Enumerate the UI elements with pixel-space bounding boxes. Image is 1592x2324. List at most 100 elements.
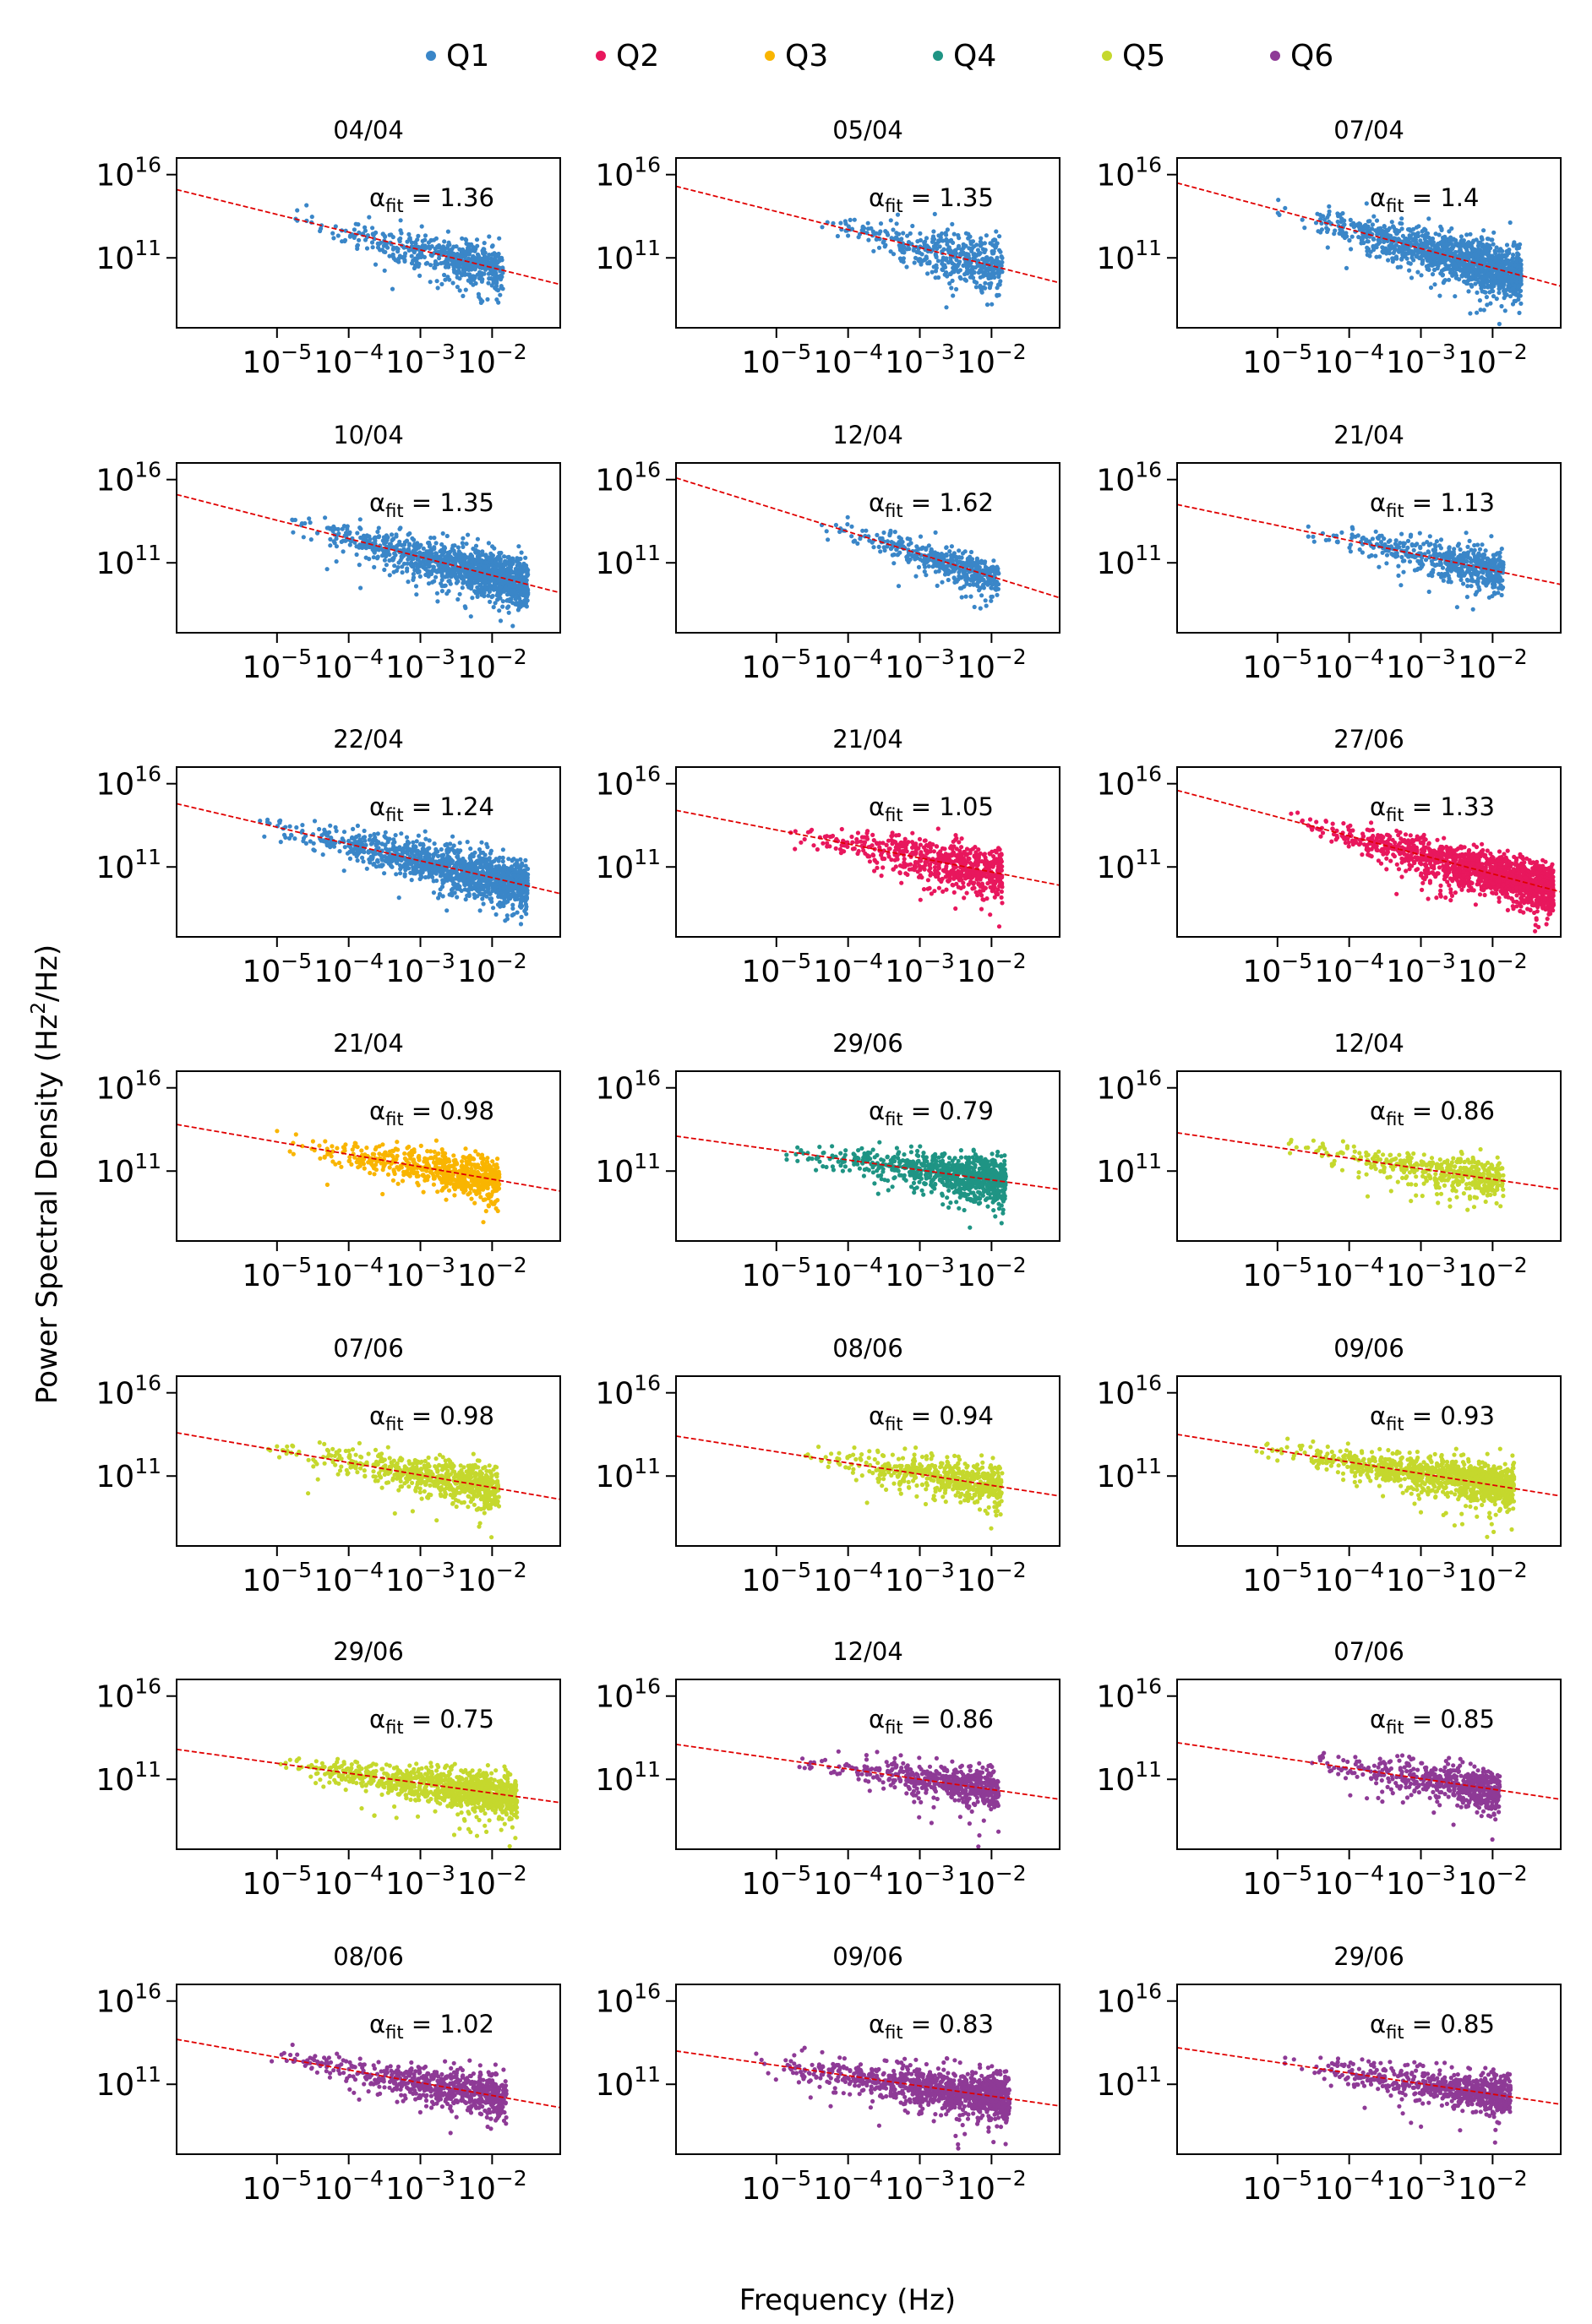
data-point xyxy=(466,563,471,568)
data-point xyxy=(825,529,829,533)
x-tick-exp: −2 xyxy=(496,340,527,364)
data-point xyxy=(1497,558,1501,562)
data-point xyxy=(412,250,417,254)
data-point xyxy=(1401,570,1405,574)
alpha-symbol: α xyxy=(1370,488,1386,517)
data-point xyxy=(480,277,484,281)
data-point xyxy=(1440,239,1444,243)
data-point xyxy=(458,592,462,596)
data-point xyxy=(442,584,446,588)
data-point xyxy=(1399,248,1404,252)
data-point xyxy=(849,534,853,538)
data-point xyxy=(960,556,964,560)
data-point xyxy=(517,606,521,610)
data-point xyxy=(1398,221,1402,226)
data-point xyxy=(1387,249,1391,253)
data-point xyxy=(935,584,940,588)
data-point xyxy=(1497,284,1501,288)
legend-marker xyxy=(1270,51,1280,61)
data-point xyxy=(416,234,420,238)
data-point xyxy=(433,575,438,580)
data-point xyxy=(430,244,434,248)
data-point xyxy=(470,558,474,563)
data-point xyxy=(1468,556,1472,560)
data-point xyxy=(526,568,530,572)
data-point xyxy=(377,534,381,538)
data-point xyxy=(886,233,890,237)
data-point xyxy=(523,590,527,594)
data-point xyxy=(475,259,479,263)
data-point xyxy=(357,238,361,242)
data-point xyxy=(927,564,931,569)
data-point xyxy=(383,558,387,563)
data-point xyxy=(1406,539,1410,543)
y-tick-exp: 16 xyxy=(134,458,161,482)
data-point xyxy=(873,231,877,236)
data-point xyxy=(482,576,486,580)
data-point xyxy=(1445,568,1449,572)
data-point xyxy=(1318,230,1322,234)
data-point xyxy=(291,531,295,535)
data-point xyxy=(295,208,299,212)
data-point xyxy=(1361,536,1366,540)
data-point xyxy=(960,595,964,599)
data-point xyxy=(942,248,946,252)
data-point xyxy=(1490,576,1494,580)
data-point xyxy=(1385,553,1389,558)
data-point xyxy=(915,556,919,560)
data-point xyxy=(875,533,879,537)
data-point xyxy=(995,567,1000,571)
data-point xyxy=(1414,232,1418,237)
data-point xyxy=(940,231,944,236)
data-point xyxy=(877,246,881,250)
data-point xyxy=(923,565,927,569)
data-point xyxy=(1476,585,1480,589)
data-point xyxy=(416,256,420,260)
data-point xyxy=(1360,550,1365,554)
data-point xyxy=(952,569,957,574)
data-point xyxy=(1428,534,1432,538)
data-point xyxy=(415,564,419,569)
data-point xyxy=(1396,564,1400,569)
data-point xyxy=(1394,538,1398,542)
legend-marker xyxy=(426,51,436,61)
alpha-value: = 1.36 xyxy=(404,183,494,212)
x-tick-base: 10 xyxy=(885,650,924,685)
data-point xyxy=(1476,580,1480,584)
data-point xyxy=(952,232,957,237)
data-point xyxy=(466,585,471,590)
data-point xyxy=(440,572,444,576)
data-point xyxy=(923,242,927,247)
data-point xyxy=(1491,553,1496,558)
data-point xyxy=(1431,237,1435,241)
data-point xyxy=(965,254,969,259)
y-tick-exp: 16 xyxy=(1135,153,1162,177)
data-point xyxy=(930,552,934,556)
data-point xyxy=(989,585,993,590)
data-point xyxy=(989,599,993,603)
data-point xyxy=(475,237,479,242)
data-point xyxy=(517,583,521,587)
data-point xyxy=(957,236,961,240)
data-point xyxy=(510,623,515,628)
data-point xyxy=(966,557,970,561)
data-point xyxy=(442,239,446,243)
data-point xyxy=(1398,264,1403,269)
data-point xyxy=(1347,546,1351,550)
data-point xyxy=(990,578,995,582)
data-point xyxy=(419,245,423,249)
data-point xyxy=(1436,242,1440,246)
data-point xyxy=(504,598,509,602)
data-point xyxy=(1495,297,1499,301)
data-point xyxy=(410,558,414,562)
data-point xyxy=(923,569,927,574)
data-point xyxy=(440,589,444,593)
data-point xyxy=(1441,566,1445,570)
data-point xyxy=(963,578,968,582)
data-point xyxy=(435,599,439,603)
data-point xyxy=(949,553,953,558)
data-point xyxy=(906,536,910,541)
data-point xyxy=(983,270,987,275)
data-point xyxy=(1447,229,1451,233)
data-point xyxy=(1381,551,1385,555)
